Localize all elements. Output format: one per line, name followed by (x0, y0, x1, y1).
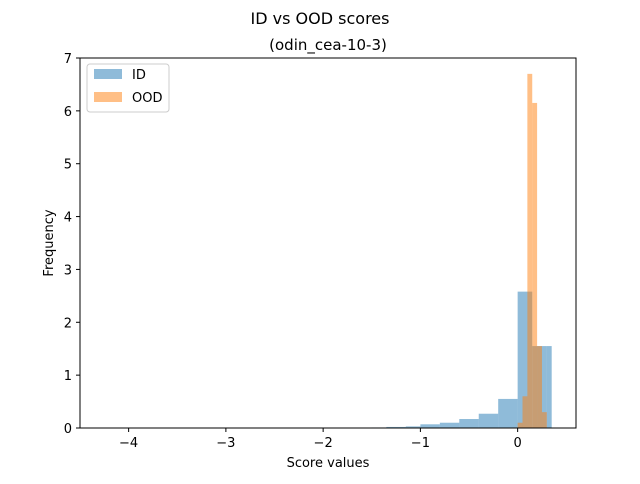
histogram-bar-id-11 (546, 346, 552, 428)
histogram-bar-id-4 (420, 424, 440, 428)
y-tick-label: 6 (64, 105, 72, 120)
histogram-bar-id-3 (405, 426, 421, 428)
y-tick-label: 2 (64, 316, 72, 331)
y-tick-label: 4 (64, 211, 72, 226)
x-tick-label: −2 (314, 436, 333, 451)
histogram-bar-ood-1 (522, 396, 528, 428)
y-tick-label: 3 (64, 263, 72, 278)
bars-layer (371, 73, 552, 428)
histogram-bar-id-7 (478, 413, 499, 428)
y-axis-label: Frequency (42, 209, 57, 276)
histogram-bar-id-5 (439, 422, 460, 428)
legend-label-id: ID (132, 68, 146, 83)
histogram-bar-ood-0 (517, 422, 523, 428)
histogram-bar-ood-2 (527, 73, 533, 428)
histogram-bar-id-2 (386, 426, 406, 428)
y-tick-label: 5 (64, 158, 72, 173)
y-tick-label: 7 (64, 52, 72, 67)
histogram-bar-id-6 (459, 419, 479, 428)
x-tick-label: −1 (411, 436, 430, 451)
y-tick-label: 0 (64, 422, 72, 437)
legend-label-ood: OOD (132, 91, 162, 106)
x-tick-label: −4 (119, 436, 138, 451)
y-axis-ticks: 0 1 2 3 4 5 6 7 (64, 52, 80, 437)
histogram-bar-ood-4 (537, 346, 542, 428)
chart-title: ID vs OOD scores (251, 9, 390, 28)
chart-subtitle: (odin_cea-10-3) (269, 36, 387, 55)
x-axis-ticks: −4 −3 −2 −1 0 (119, 428, 522, 451)
x-tick-label: 0 (514, 436, 522, 451)
y-tick-label: 1 (64, 369, 72, 384)
histogram-bar-ood-5 (541, 412, 547, 428)
legend-swatch-ood (94, 92, 122, 102)
plot-frame (79, 57, 577, 429)
histogram-bar-id-8 (498, 398, 518, 428)
x-tick-label: −3 (216, 436, 235, 451)
legend-swatch-id (94, 69, 122, 79)
histogram-bar-ood-3 (532, 102, 538, 428)
x-axis-label: Score values (287, 456, 370, 471)
legend: ID OOD (86, 63, 170, 113)
